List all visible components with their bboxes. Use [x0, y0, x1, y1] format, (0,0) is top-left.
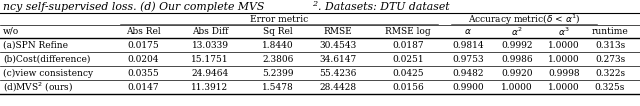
Text: $\alpha^2$: $\alpha^2$ — [511, 25, 523, 38]
Text: 5.2399: 5.2399 — [262, 68, 294, 77]
Text: 0.9986: 0.9986 — [501, 54, 533, 63]
Text: 0.9814: 0.9814 — [452, 40, 484, 50]
Text: 0.0175: 0.0175 — [127, 40, 159, 50]
Text: Error metric: Error metric — [250, 15, 308, 24]
Text: 30.4543: 30.4543 — [319, 40, 356, 50]
Text: (c)view consistency: (c)view consistency — [3, 68, 93, 78]
Text: $\alpha^3$: $\alpha^3$ — [558, 25, 570, 38]
Text: 13.0339: 13.0339 — [191, 40, 228, 50]
Text: 1.0000: 1.0000 — [501, 82, 533, 91]
Text: Abs Rel: Abs Rel — [125, 27, 160, 36]
Text: (b)Cost(difference): (b)Cost(difference) — [3, 54, 90, 63]
Text: runtime: runtime — [591, 27, 628, 36]
Text: 2: 2 — [312, 1, 317, 8]
Text: 0.9920: 0.9920 — [501, 68, 532, 77]
Text: 0.9998: 0.9998 — [548, 68, 580, 77]
Text: 0.273s: 0.273s — [595, 54, 625, 63]
Text: $\alpha$: $\alpha$ — [464, 27, 472, 36]
Text: 0.0425: 0.0425 — [392, 68, 424, 77]
Text: 0.9753: 0.9753 — [452, 54, 484, 63]
Text: 0.325s: 0.325s — [595, 82, 625, 91]
Text: 0.0156: 0.0156 — [392, 82, 424, 91]
Text: (a)SPN Refine: (a)SPN Refine — [3, 40, 68, 50]
Text: 15.1751: 15.1751 — [191, 54, 229, 63]
Text: 0.313s: 0.313s — [595, 40, 625, 50]
Text: 34.6147: 34.6147 — [319, 54, 356, 63]
Text: 11.3912: 11.3912 — [191, 82, 228, 91]
Text: . Datasets: DTU dataset: . Datasets: DTU dataset — [318, 2, 450, 12]
Text: (d)MVS$^2$ (ours): (d)MVS$^2$ (ours) — [3, 80, 74, 94]
Text: 0.9482: 0.9482 — [452, 68, 484, 77]
Text: RMSE log: RMSE log — [385, 27, 431, 36]
Text: Abs Diff: Abs Diff — [192, 27, 228, 36]
Text: 24.9464: 24.9464 — [191, 68, 228, 77]
Text: 1.8440: 1.8440 — [262, 40, 294, 50]
Text: 0.9992: 0.9992 — [501, 40, 532, 50]
Text: 0.0355: 0.0355 — [127, 68, 159, 77]
Text: 0.0187: 0.0187 — [392, 40, 424, 50]
Text: 1.0000: 1.0000 — [548, 54, 580, 63]
Text: 1.5478: 1.5478 — [262, 82, 294, 91]
Text: ncy self-supervised loss. (d) Our complete MVS: ncy self-supervised loss. (d) Our comple… — [3, 2, 264, 12]
Text: w/o: w/o — [3, 27, 19, 36]
Text: Sq Rel: Sq Rel — [263, 27, 293, 36]
Text: 0.9900: 0.9900 — [452, 82, 484, 91]
Text: RMSE: RMSE — [324, 27, 353, 36]
Text: 0.0204: 0.0204 — [127, 54, 159, 63]
Text: 0.322s: 0.322s — [595, 68, 625, 77]
Text: 0.0251: 0.0251 — [392, 54, 424, 63]
Text: 0.0147: 0.0147 — [127, 82, 159, 91]
Text: 28.4428: 28.4428 — [319, 82, 356, 91]
Text: Accuracy metric($\delta$ < $\alpha^1$): Accuracy metric($\delta$ < $\alpha^1$) — [468, 12, 580, 27]
Text: 1.0000: 1.0000 — [548, 82, 580, 91]
Text: 1.0000: 1.0000 — [548, 40, 580, 50]
Text: 2.3806: 2.3806 — [262, 54, 294, 63]
Text: 55.4236: 55.4236 — [319, 68, 356, 77]
